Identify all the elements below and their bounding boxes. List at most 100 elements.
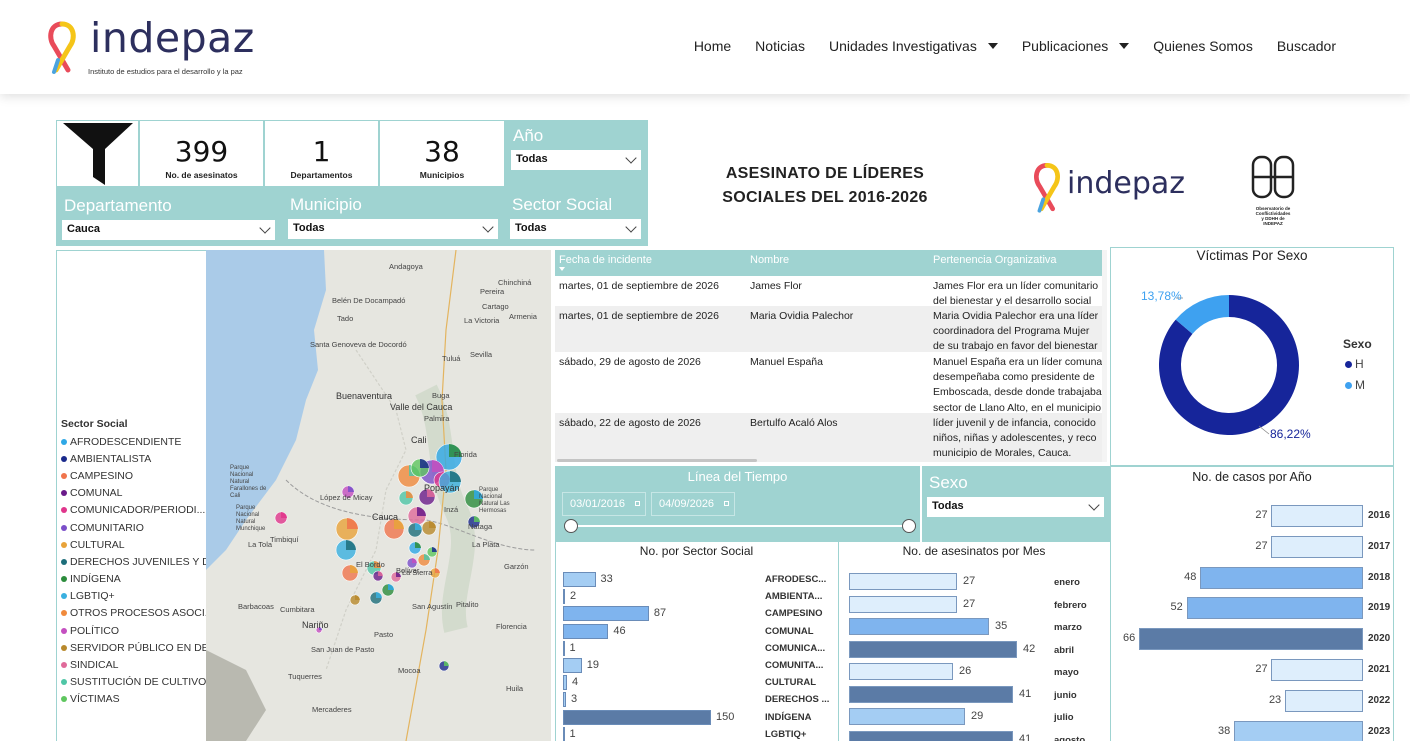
map-pie-marker	[398, 490, 414, 506]
year-bar-label: 2019	[1368, 602, 1391, 614]
map-pie-marker	[349, 594, 361, 606]
donut-legend-item[interactable]: H	[1345, 357, 1364, 371]
month-bar[interactable]	[849, 595, 957, 613]
year-bar[interactable]	[1186, 597, 1363, 620]
month-bar-value: 27	[963, 597, 976, 610]
timeline-start-date[interactable]: 03/01/2016	[562, 492, 646, 516]
sort-arrow-icon	[559, 267, 565, 271]
year-bar[interactable]	[1284, 689, 1363, 712]
cell-pertenencia-line: Manuel España era un líder comunal	[933, 356, 1102, 368]
slicer-sexo-value: Todas	[932, 500, 964, 512]
month-bar[interactable]	[849, 618, 989, 635]
header-pertenencia[interactable]: Pertenencia Organizativa	[933, 254, 1057, 266]
legend-item[interactable]: CAMPESINO	[61, 467, 218, 484]
month-bar[interactable]	[849, 640, 1017, 658]
sector-bar[interactable]	[563, 623, 609, 639]
sector-bar[interactable]	[563, 640, 565, 656]
clear-filters-button[interactable]	[56, 120, 139, 187]
nav-publicaciones[interactable]: Publicaciones	[1022, 38, 1130, 54]
timeline-slider-track[interactable]	[571, 525, 909, 527]
year-bar[interactable]	[1271, 659, 1363, 681]
legend-item[interactable]: OTROS PROCESOS ASOCI...	[61, 605, 218, 622]
legend-item[interactable]: COMUNITARIO	[61, 519, 218, 536]
legend-item[interactable]: AMBIENTALISTA	[61, 450, 218, 467]
legend-item-label: COMUNITARIO	[70, 521, 144, 534]
header-nombre[interactable]: Nombre	[750, 254, 790, 266]
slicer-sexo-select[interactable]: Todas	[927, 497, 1104, 517]
nav-quienes-somos[interactable]: Quienes Somos	[1153, 38, 1253, 54]
legend-item[interactable]: COMUNAL	[61, 485, 218, 502]
legend-item[interactable]: COMUNICADOR/PERIODI...	[61, 502, 218, 519]
month-bar[interactable]	[849, 685, 1013, 703]
legend-item[interactable]: SINDICAL	[61, 656, 218, 673]
year-bar[interactable]	[1271, 505, 1363, 527]
sector-bar[interactable]	[563, 572, 596, 587]
table-vertical-scrollbar[interactable]	[1102, 250, 1107, 462]
observatorio-icon	[1251, 155, 1295, 199]
legend-item[interactable]: DERECHOS JUVENILES Y D...	[61, 553, 218, 570]
year-bar[interactable]	[1200, 566, 1363, 589]
slicer-sector-select[interactable]: Todas	[510, 219, 641, 239]
timeline-slider-end-handle[interactable]	[902, 519, 916, 533]
year-bar[interactable]	[1271, 535, 1363, 558]
donut-legend-item[interactable]: M	[1345, 378, 1365, 392]
legend-item[interactable]: SERVIDOR PÚBLICO EN DE...	[61, 639, 218, 656]
slicer-anio-select[interactable]: Todas	[511, 150, 641, 170]
kpi-asesinatos: 399 No. de asesinatos	[139, 120, 264, 187]
map[interactable]: Andagoya Chinchiná Pereira Cartago Armenia Be…	[206, 250, 551, 741]
year-bar[interactable]	[1139, 628, 1363, 651]
map-place-label: Nataga	[468, 522, 493, 531]
legend-item[interactable]: LGBTIQ+	[61, 588, 218, 605]
table-row[interactable]: martes, 01 de septiembre de 2026 Maria Ov…	[555, 306, 1102, 352]
slicer-departamento-select[interactable]: Cauca	[62, 220, 275, 240]
sector-bar[interactable]	[563, 606, 649, 622]
nav-buscador[interactable]: Buscador	[1277, 38, 1336, 54]
month-bar-label: enero	[1054, 577, 1080, 588]
valley-area	[415, 384, 476, 633]
map-pie-marker	[418, 488, 436, 506]
sector-bar[interactable]	[563, 692, 566, 708]
legend-dot	[61, 455, 67, 462]
nav-unidades[interactable]: Unidades Investigativas	[829, 38, 998, 54]
map-pie-marker	[381, 583, 395, 597]
table-row[interactable]: martes, 01 de septiembre de 2026 James Fl…	[555, 276, 1102, 306]
map-pie-marker	[341, 564, 359, 582]
sector-bar-label: COMUNAL	[765, 625, 814, 637]
month-bar[interactable]	[849, 730, 1013, 741]
timeline-end-date[interactable]: 04/09/2026	[651, 492, 735, 516]
slicer-municipio-title: Municipio	[290, 195, 362, 214]
sector-bar[interactable]	[563, 589, 565, 605]
map-pie-slice	[417, 507, 426, 516]
map-place-label: Armenia	[509, 312, 537, 321]
legend-item[interactable]: SUSTITUCIÓN DE CULTIVO...	[61, 674, 218, 691]
sector-chart-title: No. por Sector Social	[639, 544, 754, 558]
sector-bar[interactable]	[563, 726, 565, 741]
legend-item[interactable]: AFRODESCENDIENTE	[61, 433, 218, 450]
chevron-down-icon	[259, 222, 271, 234]
table-horizontal-scrollbar[interactable]	[557, 459, 757, 462]
timeline-start-value: 03/01/2016	[570, 498, 626, 510]
year-bar[interactable]	[1234, 720, 1363, 741]
map-place-label: Mercaderes	[312, 705, 352, 714]
timeline-slider-start-handle[interactable]	[564, 519, 578, 533]
month-bar[interactable]	[849, 663, 953, 680]
table-row[interactable]: sábado, 29 de agosto de 2026 Manuel Españ…	[555, 352, 1102, 413]
sector-bar[interactable]	[563, 709, 711, 725]
month-bar[interactable]	[849, 708, 965, 725]
sector-bar[interactable]	[563, 675, 567, 691]
table-row[interactable]: sábado, 22 de agosto de 2026 Bertulfo Aca…	[555, 413, 1102, 462]
sector-bar-value: 33	[600, 573, 613, 585]
month-bar[interactable]	[849, 573, 957, 590]
header-fecha[interactable]: Fecha de incidente	[559, 254, 652, 266]
legend-item[interactable]: INDÍGENA	[61, 571, 218, 588]
slicer-municipio-select[interactable]: Todas	[288, 219, 498, 239]
nav-noticias[interactable]: Noticias	[755, 38, 805, 54]
legend-item[interactable]: POLÍTICO	[61, 622, 218, 639]
sector-bar[interactable]	[563, 658, 582, 673]
legend-item[interactable]: VÍCTIMAS	[61, 691, 218, 708]
map-canvas[interactable]	[206, 250, 551, 741]
year-bar-label: 2020	[1368, 633, 1391, 645]
nav-home[interactable]: Home	[694, 38, 731, 54]
legend-item[interactable]: CULTURAL	[61, 536, 218, 553]
indepaz-logo[interactable]: indepaz Instituto de estudios para el de…	[44, 14, 274, 78]
